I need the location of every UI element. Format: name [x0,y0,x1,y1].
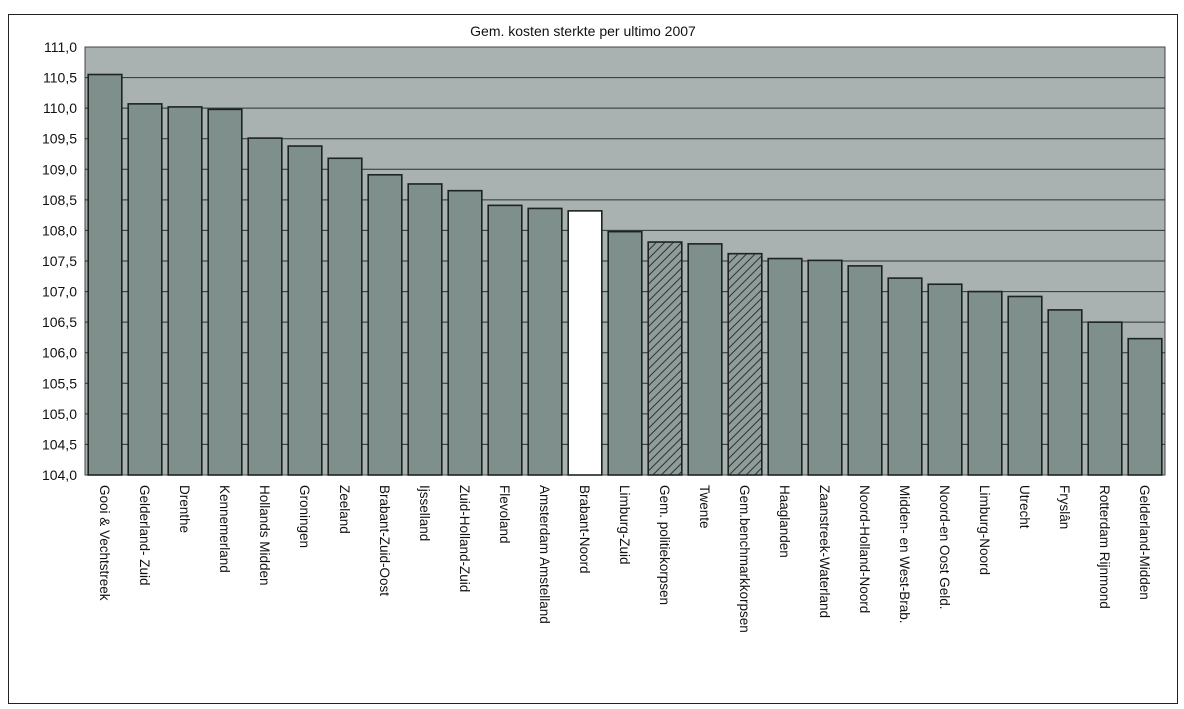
x-tick-label: Gem. politiekorpsen [657,485,672,605]
y-axis-ticks: 104,0 104,5 105,0 105,5 106,0 106,5 107,0 107,5… [42,39,77,483]
y-tick-label: 104,0 [42,467,77,483]
y-tick-label: 110,0 [43,100,77,116]
x-tick-label: Twente [697,485,712,529]
x-tick-label: Flevoland [497,485,512,544]
x-tick-label: Hollands Midden [257,485,272,586]
bar [847,265,883,476]
y-tick-label: 106,0 [42,345,77,361]
x-tick-label: Gelderland-Midden [1137,485,1152,600]
bar [727,252,763,476]
bar [807,259,843,476]
x-tick-label: Haaglanden [777,485,792,558]
x-tick-label: Limburg-Zuid [617,485,632,565]
y-tick-label: 108,5 [42,192,77,208]
x-tick-label: Brabant-Zuid-Oost [377,485,392,596]
bar [967,290,1003,476]
y-tick-label: 108,0 [42,222,77,238]
chart-frame: Gem. kosten sterkte per ultimo 2007 104,… [8,14,1178,704]
x-tick-label: Rotterdam Rijnmond [1097,485,1112,609]
bar [927,283,963,476]
x-tick-label: Zaanstreek-Waterland [817,485,832,618]
bar [1007,295,1043,476]
y-tick-label: 109,0 [42,161,77,177]
bar [567,210,603,476]
bar [87,73,123,476]
bar-chart: Gem. kosten sterkte per ultimo 2007 104,… [42,23,1166,633]
x-tick-label: Groningen [297,485,312,548]
bar [887,277,923,476]
bar [607,230,643,476]
x-tick-label: Fryslân [1057,485,1072,529]
y-tick-label: 110,5 [43,70,77,86]
bar [447,189,483,476]
x-tick-label: Zeeland [337,485,352,534]
x-tick-label: Midden- en West-Brab. [897,485,912,624]
bars [87,73,1163,476]
bar [527,207,563,476]
x-tick-label: Drenthe [177,485,192,533]
x-tick-label: Amsterdam Amstelland [537,485,552,624]
bar [207,108,243,476]
bar [407,183,443,476]
x-tick-label: Kennemerland [217,485,232,573]
y-tick-label: 111,0 [44,39,77,55]
bar [1087,321,1123,476]
x-tick-label: Zuid-Holland-Zuid [457,485,472,592]
bar [247,137,283,476]
x-tick-label: Utrecht [1017,485,1032,529]
y-tick-label: 107,0 [42,284,77,300]
x-tick-label: Gooi & Vechtstreek [97,485,112,601]
y-tick-label: 106,5 [42,314,77,330]
x-tick-label: Ijsselland [417,485,432,541]
x-tick-label: Noord-en Oost Geld. [937,485,952,610]
y-tick-label: 109,5 [42,131,77,147]
x-tick-label: Gem.benchmarkkorpsen [737,485,752,633]
x-tick-label: Noord-Holland-Noord [857,485,872,613]
chart-title: Gem. kosten sterkte per ultimo 2007 [470,23,696,39]
bar [1127,337,1163,476]
y-tick-label: 107,5 [42,253,77,269]
bar [167,106,203,476]
bar [327,157,363,476]
bar [767,257,803,476]
y-tick-label: 105,0 [42,406,77,422]
bar [647,241,683,476]
x-axis-labels: Gooi & Vechtstreek Gelderland- Zuid Drenth… [97,485,1152,633]
bar [1047,309,1083,476]
bar [127,103,163,476]
x-tick-label: Gelderland- Zuid [137,485,152,586]
x-tick-label: Limburg-Noord [977,485,992,575]
bar [287,145,323,476]
bar [367,173,403,476]
bar [487,204,523,476]
bar [687,243,723,476]
y-tick-label: 104,5 [42,436,77,452]
y-tick-label: 105,5 [42,375,77,391]
x-tick-label: Brabant-Noord [577,485,592,574]
